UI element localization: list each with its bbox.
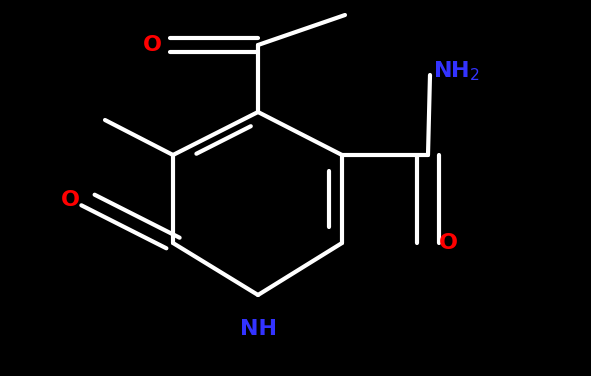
Text: O: O bbox=[61, 190, 80, 210]
Text: O: O bbox=[439, 233, 458, 253]
Text: O: O bbox=[143, 35, 162, 55]
Text: NH$_2$: NH$_2$ bbox=[433, 59, 480, 83]
Text: NH: NH bbox=[239, 319, 277, 339]
